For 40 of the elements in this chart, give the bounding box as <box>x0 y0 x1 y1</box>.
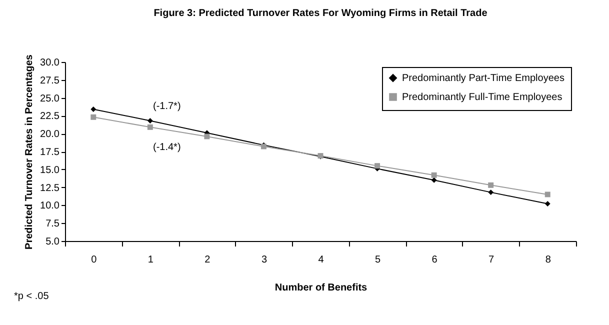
y-tick-label: 27.5 <box>40 75 60 86</box>
annotation: (-1.7*) <box>153 101 181 112</box>
x-tick-label: 8 <box>545 254 552 266</box>
y-tick-label: 25.0 <box>40 93 60 104</box>
y-tick-label: 22.5 <box>40 111 60 122</box>
text: *p < .05 <box>14 291 49 302</box>
point <box>488 182 494 188</box>
y-tick-label: 15.0 <box>40 164 60 176</box>
point <box>544 192 550 198</box>
annotation: (-1.4*) <box>153 142 181 153</box>
point <box>544 201 550 207</box>
legend-label: Predominantly Full-Time Employees <box>402 92 562 103</box>
chart-title: Figure 3: Predicted Turnover Rates For Wyoming Firms in Retail Trade <box>154 8 488 20</box>
x-axis-title: Number of Benefits <box>274 282 368 294</box>
y-tick-label: 7.5 <box>46 218 60 230</box>
point <box>147 118 153 124</box>
y-axis-title: Predicted Turnover Rates in Percentages <box>24 54 36 250</box>
x-tick-label: 0 <box>91 254 98 266</box>
y-tick-label: 17.5 <box>40 147 60 158</box>
x-tick-label: 3 <box>261 254 268 266</box>
x-tick-label: 5 <box>374 254 381 266</box>
point <box>431 177 437 183</box>
point <box>488 190 494 196</box>
x-tick-label: 1 <box>148 254 154 266</box>
point <box>90 114 96 120</box>
point <box>147 124 153 130</box>
point <box>90 106 96 112</box>
point <box>204 134 210 140</box>
y-tick-label: 12.5 <box>40 182 60 194</box>
point <box>374 163 380 169</box>
x-tick-label: 6 <box>432 254 438 266</box>
y-tick-label: 30.0 <box>40 58 60 68</box>
x-tick-label: 2 <box>204 254 211 266</box>
y-tick-label: 5.0 <box>46 236 60 248</box>
x-tick-label: 4 <box>318 254 324 266</box>
legend-label: Predominantly Part-Time Employees <box>402 73 564 84</box>
y-tick-label: 10.0 <box>40 200 60 212</box>
point <box>431 172 437 178</box>
x-tick-label: 7 <box>488 254 495 266</box>
y-tick-label: 20.0 <box>40 129 60 140</box>
